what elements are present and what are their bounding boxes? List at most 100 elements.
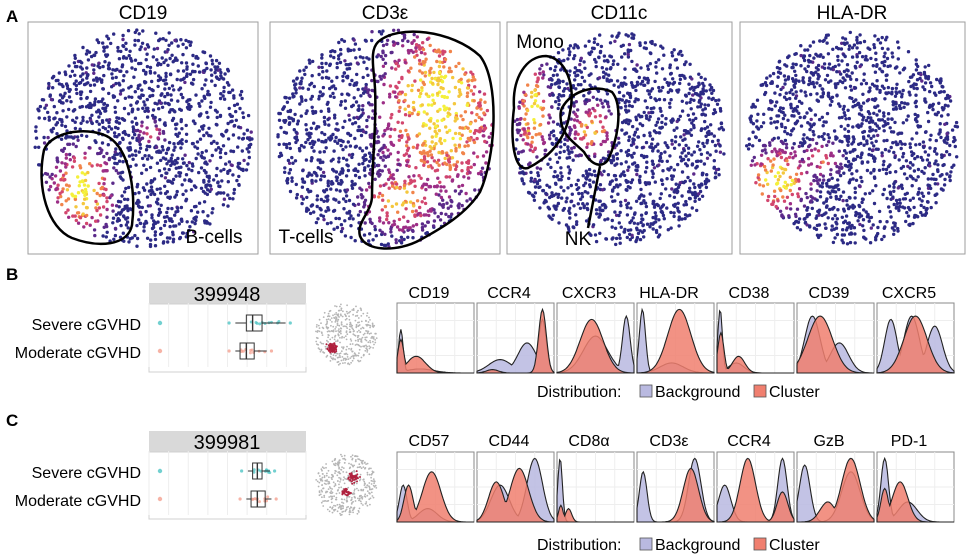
tsne-point: [167, 43, 171, 47]
tsne-point: [891, 107, 896, 111]
tsne-point: [435, 168, 440, 172]
tsne-point: [450, 156, 455, 160]
tsne-point: [348, 144, 353, 148]
tsne-point: [112, 166, 116, 170]
tsne-point: [681, 157, 686, 162]
tsne-point: [150, 88, 154, 92]
tsne-point: [706, 132, 710, 137]
tsne-point: [601, 125, 605, 129]
tsne-point: [150, 156, 154, 160]
tsne-point: [564, 200, 568, 204]
tsne-point: [205, 110, 209, 115]
tsne-point: [349, 214, 353, 218]
tsne-point: [780, 214, 784, 218]
tsne-point: [309, 204, 313, 208]
tsne-point: [915, 155, 920, 159]
tsne-point: [414, 49, 418, 53]
tsne-point: [145, 157, 150, 161]
tsne-point: [205, 66, 209, 71]
tsne-point: [845, 41, 849, 45]
tsne-point: [210, 73, 214, 77]
tsne-point: [703, 103, 707, 107]
tsne-point: [320, 65, 324, 70]
tsne-point: [157, 150, 161, 154]
tsne-point: [121, 79, 126, 83]
tsne-point: [680, 151, 684, 155]
tsne-point: [666, 167, 670, 171]
tsne-point: [301, 168, 305, 173]
tsne-point: [383, 128, 387, 133]
tsne-point: [453, 143, 457, 147]
tsne-point: [679, 49, 683, 54]
tsne-point: [929, 133, 933, 137]
tsne-point: [676, 162, 680, 167]
tsne-point: [85, 120, 89, 124]
tsne-point: [559, 130, 563, 135]
tsne-point: [583, 190, 587, 194]
tsne-point: [811, 40, 816, 44]
tsne-point: [690, 206, 694, 210]
tsne-point: [231, 197, 235, 201]
tsne-point: [931, 107, 935, 112]
tsne-point: [919, 203, 923, 208]
tsne-point: [81, 190, 86, 194]
tsne-point: [133, 233, 137, 238]
tsne-point: [380, 208, 384, 212]
tsne-point: [855, 169, 859, 173]
tsne-point: [482, 134, 486, 138]
tsne-point: [555, 160, 560, 164]
tsne-point: [894, 102, 898, 106]
tsne-point: [580, 122, 584, 127]
tsne-point: [100, 119, 105, 123]
tsne-point: [855, 55, 859, 59]
tsne-point: [101, 41, 105, 45]
tsne-point: [358, 186, 362, 190]
tsne-point: [452, 102, 457, 106]
tsne-point: [472, 162, 476, 167]
tsne-point: [110, 72, 114, 76]
tsne-point: [72, 159, 77, 163]
tsne-point: [333, 139, 337, 143]
tsne-point: [136, 86, 140, 91]
tsne-point: [117, 133, 121, 137]
tsne-point: [347, 153, 352, 157]
tsne-point: [42, 141, 47, 145]
tsne-point: [422, 141, 426, 146]
tsne-point: [845, 62, 850, 67]
tsne-point: [932, 177, 936, 181]
tsne-point: [842, 207, 846, 211]
tsne-point: [359, 94, 363, 98]
tsne-point: [364, 146, 369, 150]
tsne-point: [782, 184, 786, 189]
tsne-point: [83, 178, 88, 183]
tsne-point: [231, 149, 236, 154]
tsne-point: [196, 152, 200, 156]
tsne-point: [465, 160, 469, 165]
tsne-point: [622, 94, 626, 98]
tsne-point: [626, 185, 630, 189]
tsne-point: [76, 138, 80, 142]
tsne-point: [892, 232, 896, 236]
tsne-point: [167, 167, 171, 172]
tsne-point: [161, 131, 166, 135]
tsne-point: [191, 77, 196, 82]
tsne-point: [309, 189, 313, 193]
tsne-point: [138, 142, 142, 147]
tsne-point: [147, 86, 152, 91]
tsne-point: [670, 138, 674, 143]
tsne-point: [322, 115, 327, 120]
tsne-point: [421, 47, 426, 52]
tsne-point: [163, 82, 167, 86]
tsne-point: [210, 62, 215, 66]
tsne-point: [861, 224, 865, 228]
tsne-point: [406, 39, 410, 43]
tsne-point: [766, 198, 770, 203]
tsne-point: [127, 154, 132, 158]
tsne-point: [206, 115, 210, 120]
tsne-point: [119, 49, 123, 54]
tsne-point: [44, 103, 49, 108]
tsne-point: [285, 181, 290, 185]
tsne-point: [81, 201, 86, 206]
tsne-point: [703, 179, 707, 184]
tsne-point: [522, 127, 526, 131]
